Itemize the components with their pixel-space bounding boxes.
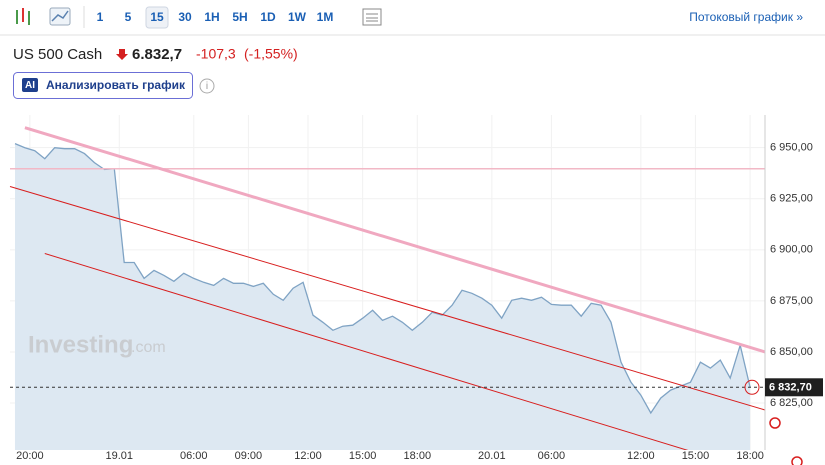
x-tick-label: 15:00 (349, 450, 377, 462)
price-area (14, 143, 751, 450)
x-tick-label: 12:00 (627, 450, 655, 462)
interval-button[interactable]: 5 (125, 10, 132, 24)
drawing-handle[interactable] (791, 456, 803, 465)
interval-button[interactable]: 1M (317, 10, 334, 24)
down-arrow (116, 49, 128, 60)
drawing-handle (744, 379, 760, 395)
line-icon[interactable] (49, 7, 71, 26)
x-tick-label: 18:00 (736, 450, 764, 462)
y-tick-label: 6 850,00 (770, 346, 813, 358)
x-tick-label: 15:00 (682, 450, 710, 462)
interval-button[interactable]: 15 (150, 10, 164, 24)
trend-line (9, 186, 765, 411)
interval-button[interactable]: 1 (97, 10, 104, 24)
interval-button[interactable]: 1D (260, 10, 276, 24)
x-tick-label: 18:00 (404, 450, 432, 462)
y-tick-label: 6 925,00 (770, 193, 813, 205)
plot-area (10, 115, 765, 450)
trend-line (24, 126, 765, 354)
ai-badge: AI (25, 80, 35, 91)
interval-button[interactable]: 1H (204, 10, 219, 24)
candle-icon[interactable] (16, 8, 30, 25)
change: -107,3 (196, 46, 236, 62)
y-tick-label: 6 950,00 (770, 142, 813, 154)
info-icon[interactable]: i (199, 78, 215, 94)
x-tick-label: 20.01 (478, 450, 506, 462)
watermark-suffix: .com (131, 339, 166, 356)
x-tick-label: 12:00 (294, 450, 322, 462)
instrument-name: US 500 Cash (13, 46, 102, 63)
x-tick-label: 20:00 (16, 450, 44, 462)
x-tick-label: 09:00 (235, 450, 263, 462)
price-tag (765, 378, 823, 397)
y-tick-label: 6 825,00 (770, 397, 813, 409)
y-tick-label: 6 875,00 (770, 295, 813, 307)
toolbar: 1 5 15 30 1H 5H 1D 1W 1M Потоковый график » (0, 6, 825, 36)
x-tick-label: 06:00 (180, 450, 208, 462)
x-tick-label: 19.01 (106, 450, 134, 462)
interval-button[interactable]: 30 (178, 10, 192, 24)
active-interval-bg (145, 6, 169, 29)
chart: Investing.com 6 825,00 6 850,00 6 875,00 6 9… (9, 115, 823, 462)
stream-link[interactable]: Потоковый график » (689, 10, 803, 24)
interval-button[interactable]: 5H (232, 10, 247, 24)
change-percent: (-1,55%) (244, 46, 298, 62)
price-tag-label: 6 832,70 (769, 382, 812, 394)
watermark-brand: Investing (28, 331, 133, 358)
svg-text:i: i (206, 81, 208, 92)
x-tick-label: 06:00 (538, 450, 566, 462)
y-tick-label: 6 900,00 (770, 244, 813, 256)
analyze-label: Анализировать график (46, 78, 186, 92)
trend-line (44, 253, 689, 450)
analyze-button[interactable]: AI Анализировать график (13, 72, 193, 99)
drawing-handle[interactable] (769, 417, 781, 429)
price-line (14, 142, 751, 415)
price: 6.832,7 (132, 46, 182, 63)
interval-button[interactable]: 1W (288, 10, 307, 24)
layout-icon[interactable] (362, 8, 382, 26)
